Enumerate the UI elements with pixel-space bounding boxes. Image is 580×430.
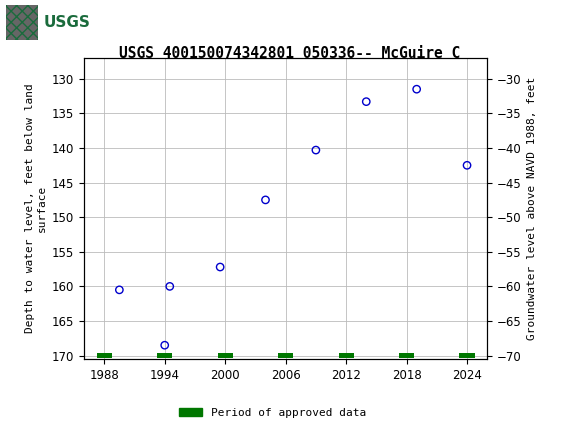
Point (115, 286, 124, 293)
Point (412, 86, 421, 92)
Bar (278, 353, 293, 358)
Text: USGS 400150074342801 050336-- McGuire C: USGS 400150074342801 050336-- McGuire C (119, 46, 461, 61)
Text: USGS: USGS (44, 15, 90, 30)
Point (261, 197, 270, 203)
Point (361, 98, 371, 105)
Bar (459, 353, 474, 358)
Bar (399, 353, 414, 358)
Bar (339, 353, 354, 358)
Y-axis label: Groundwater level above NAVD 1988, feet: Groundwater level above NAVD 1988, feet (527, 77, 537, 340)
Bar (6, 6, 70, 40)
Point (165, 283, 175, 290)
Bar (6, 6, 38, 40)
Bar (157, 353, 172, 358)
Y-axis label: Depth to water level, feet below land
surface: Depth to water level, feet below land su… (25, 84, 46, 333)
Point (160, 342, 169, 349)
Bar (218, 353, 233, 358)
Legend: Period of approved data: Period of approved data (175, 403, 370, 422)
Point (462, 162, 472, 169)
Point (311, 147, 321, 154)
Point (216, 264, 225, 270)
Bar (97, 353, 112, 358)
